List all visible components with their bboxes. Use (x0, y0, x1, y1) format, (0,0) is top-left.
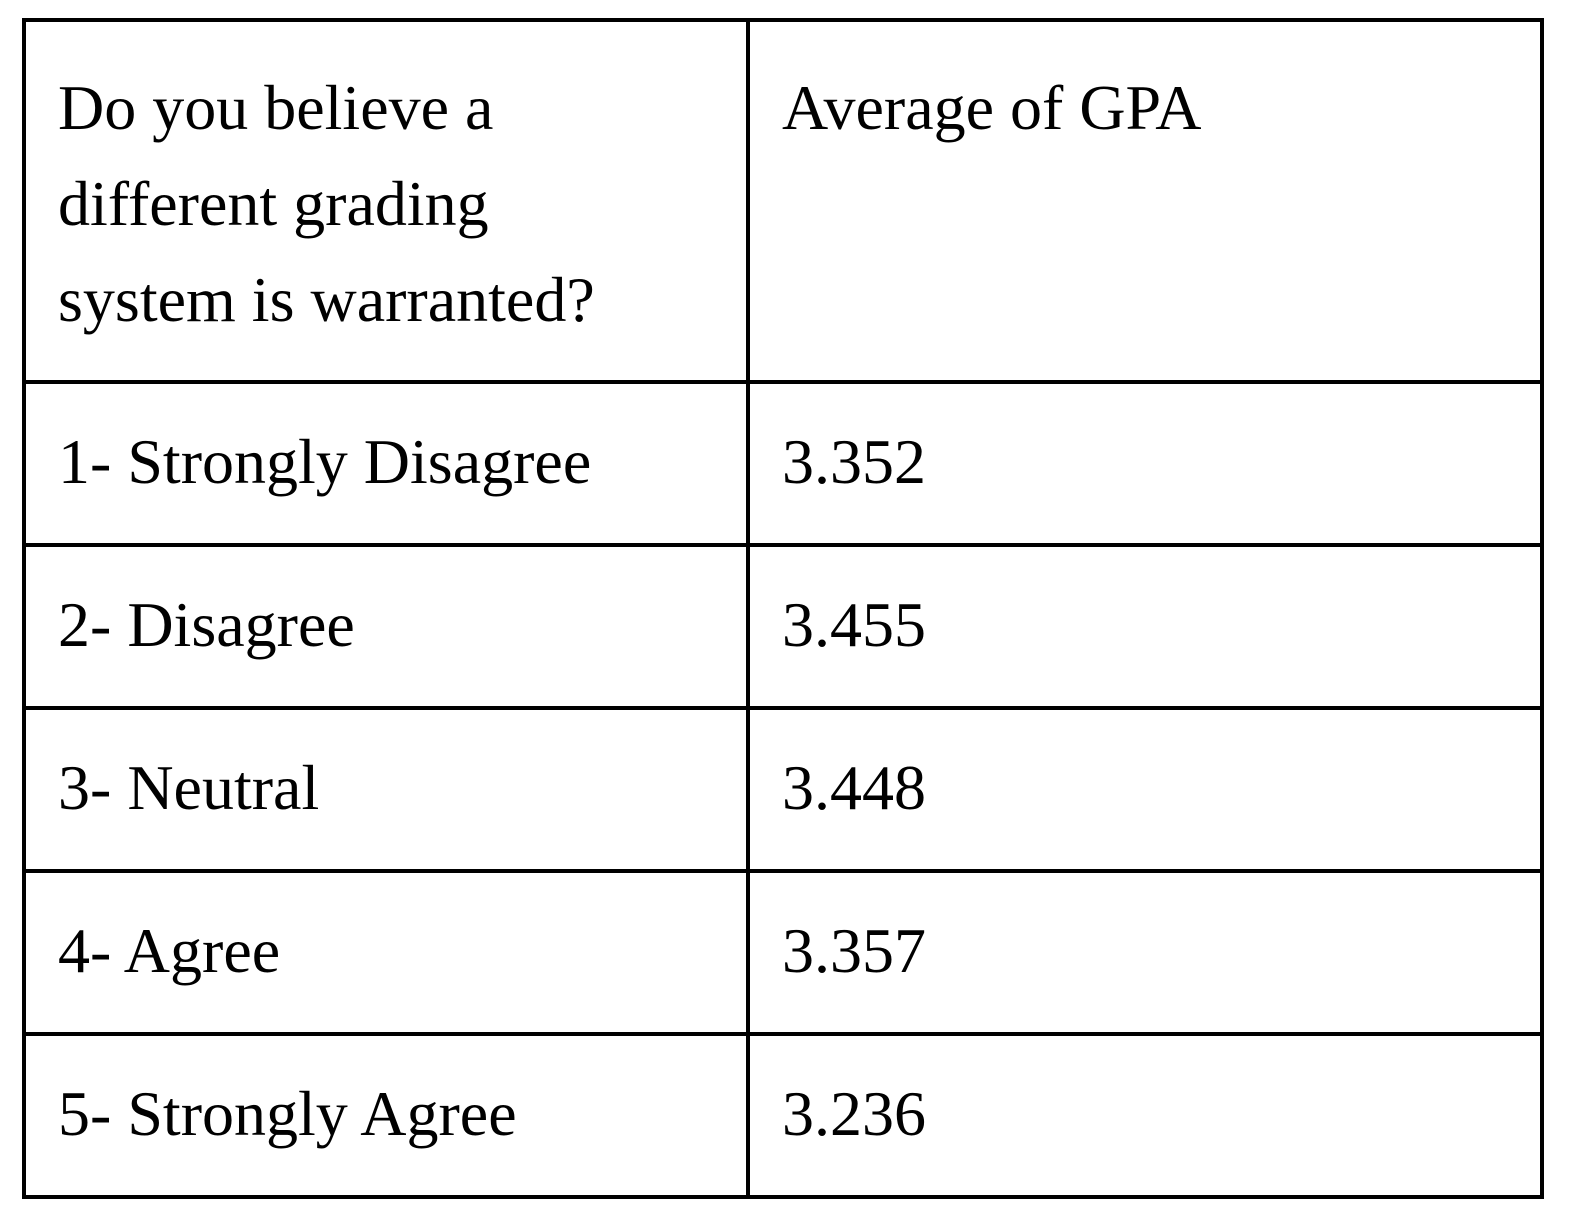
table-row: 5- Strongly Agree 3.236 (22, 1032, 1544, 1199)
gpa-cell: 3.448 (746, 706, 1544, 873)
gpa-value: 3.352 (782, 426, 926, 497)
response-label: 2- Disagree (58, 589, 355, 660)
header-average-text: Average of GPA (782, 72, 1202, 143)
response-cell: 1- Strongly Disagree (22, 380, 750, 547)
response-label: 5- Strongly Agree (58, 1078, 517, 1149)
gpa-value: 3.448 (782, 752, 926, 823)
response-label: 1- Strongly Disagree (58, 426, 592, 497)
header-average-cell: Average of GPA (746, 18, 1544, 384)
table-row: 3- Neutral 3.448 (22, 706, 1544, 873)
table-header-row: Do you believe a different grading syste… (22, 18, 1544, 384)
table-row: 1- Strongly Disagree 3.352 (22, 380, 1544, 547)
gpa-cell: 3.236 (746, 1032, 1544, 1199)
gpa-table: Do you believe a different grading syste… (22, 18, 1544, 1199)
response-cell: 2- Disagree (22, 543, 750, 710)
gpa-cell: 3.455 (746, 543, 1544, 710)
header-question-cell: Do you believe a different grading syste… (22, 18, 750, 384)
response-cell: 5- Strongly Agree (22, 1032, 750, 1199)
gpa-value: 3.357 (782, 915, 926, 986)
gpa-cell: 3.352 (746, 380, 1544, 547)
gpa-cell: 3.357 (746, 869, 1544, 1036)
header-question-text: Do you believe a different grading syste… (58, 72, 595, 335)
table-row: 2- Disagree 3.455 (22, 543, 1544, 710)
response-label: 4- Agree (58, 915, 281, 986)
gpa-value: 3.236 (782, 1078, 926, 1149)
table-row: 4- Agree 3.357 (22, 869, 1544, 1036)
gpa-value: 3.455 (782, 589, 926, 660)
response-cell: 3- Neutral (22, 706, 750, 873)
response-cell: 4- Agree (22, 869, 750, 1036)
response-label: 3- Neutral (58, 752, 320, 823)
